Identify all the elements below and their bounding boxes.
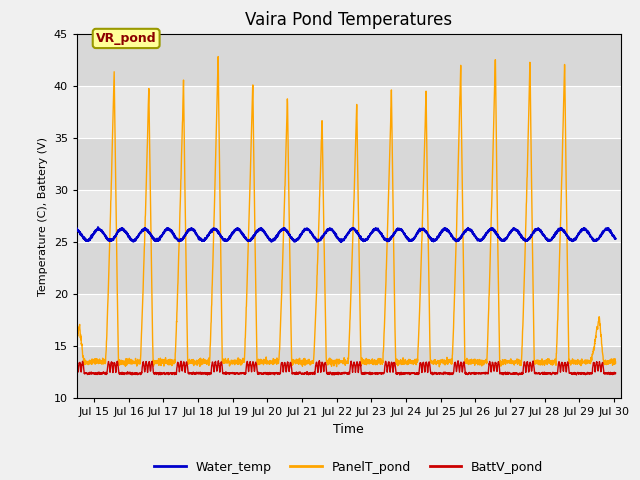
Bar — [77, 242, 621, 294]
Bar — [77, 346, 621, 398]
Bar — [77, 86, 621, 138]
Bar — [77, 34, 621, 86]
Bar — [77, 190, 621, 242]
Title: Vaira Pond Temperatures: Vaira Pond Temperatures — [245, 11, 452, 29]
Y-axis label: Temperature (C), Battery (V): Temperature (C), Battery (V) — [38, 136, 48, 296]
Bar — [77, 294, 621, 346]
Text: VR_pond: VR_pond — [96, 32, 157, 45]
Legend: Water_temp, PanelT_pond, BattV_pond: Water_temp, PanelT_pond, BattV_pond — [149, 456, 548, 479]
X-axis label: Time: Time — [333, 423, 364, 436]
Bar — [77, 138, 621, 190]
